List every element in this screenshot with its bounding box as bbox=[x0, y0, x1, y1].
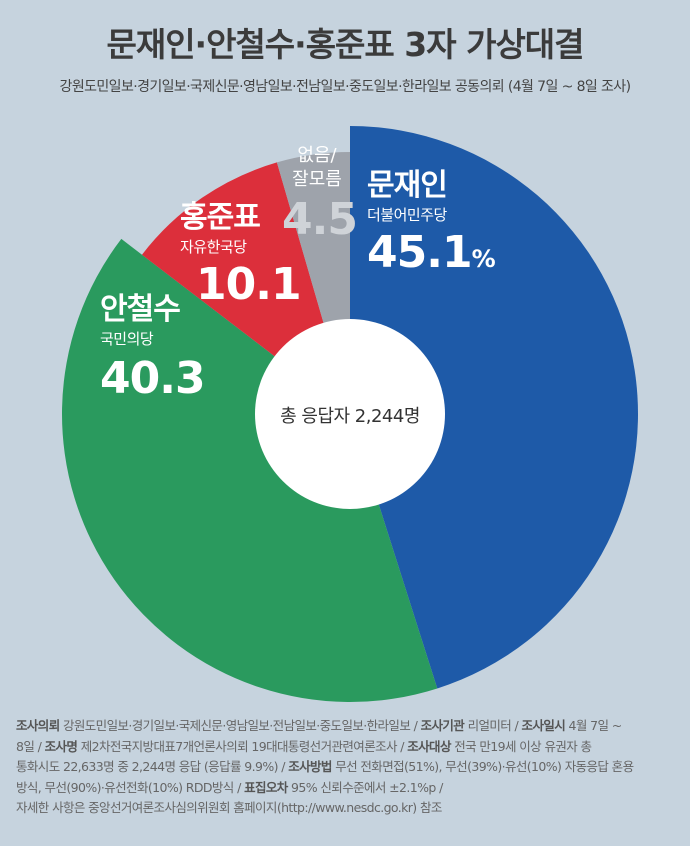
label-hong: 홍준표 자유한국당 10.1 bbox=[180, 192, 302, 310]
slice-value: 45.1 bbox=[367, 227, 473, 278]
footnote-text: 전국 만19세 이상 유권자 총 bbox=[450, 738, 592, 754]
footnote-key: 조사대상 bbox=[407, 738, 451, 754]
label-moon: 문재인 더불어민주당 45.1% bbox=[367, 160, 496, 278]
slice-party: 자유한국당 bbox=[180, 238, 247, 256]
total-respondents: 총 응답자 2,244명 bbox=[280, 406, 420, 427]
slice-moon bbox=[350, 126, 638, 689]
footnote-key: 조사명 bbox=[44, 738, 78, 754]
slice-label-2: 잘모름 bbox=[292, 169, 342, 190]
footnote-key: 조사방법 bbox=[288, 759, 332, 774]
footnote-key: 표집오차 bbox=[244, 779, 288, 795]
label-none: 없음/ 잘모름 4.5 bbox=[282, 144, 358, 245]
footnote-key: 조사기관 bbox=[420, 718, 465, 733]
footnote-key: 조사일시 bbox=[521, 718, 566, 733]
footnote-text: 8일 / bbox=[16, 738, 45, 754]
slice-value: 4.5 bbox=[282, 194, 358, 245]
page-subtitle: 강원도민일보·경기일보·국제신문·영남일보·전남일보·중도일보·한라일보 공동의… bbox=[59, 79, 632, 95]
label-ahn: 안철수 국민의당 40.3 bbox=[100, 284, 206, 404]
footnote-text: 방식, 무선(90%)·유선전화(10%) RDD방식 / bbox=[16, 779, 245, 795]
footnote-text: 4월 7일 ~ bbox=[565, 718, 623, 733]
footnote-text: 무선 전화면접(51%), 무선(39%)·유선(10%) 자동응답 혼용 bbox=[331, 759, 634, 774]
slice-label: 문재인 bbox=[367, 168, 448, 203]
slice-value: 10.1 bbox=[196, 259, 302, 310]
footnote-text: 95% 신뢰수준에서 ±2.1%p / bbox=[287, 779, 443, 795]
footnote-key: 조사의뢰 bbox=[16, 718, 60, 733]
slice-party: 국민의당 bbox=[100, 330, 154, 348]
slice-label: 안철수 bbox=[100, 292, 181, 327]
slice-party: 더불어민주당 bbox=[367, 206, 447, 224]
footnote-text: 강원도민일보·경기일보·국제신문·영남일보·전남일보·중도일보·한라일보 / bbox=[59, 718, 421, 733]
slice-label: 없음/ bbox=[297, 145, 337, 166]
slice-value: 40.3 bbox=[100, 353, 206, 404]
page-title: 문재인·안철수·홍준표 3자 가상대결 bbox=[106, 25, 584, 64]
slice-ahn bbox=[62, 238, 438, 702]
footnote-text: 통화시도 22,633명 중 2,244명 응답 (응답률 9.9%) / bbox=[16, 759, 289, 774]
survey-footnote: 조사의뢰 강원도민일보·경기일보·국제신문·영남일보·전남일보·중도일보·한라일… bbox=[16, 716, 680, 819]
footnote-text: 리얼미터 / bbox=[464, 718, 522, 733]
donut-hole bbox=[255, 319, 445, 509]
slice-unit: % bbox=[471, 245, 496, 273]
footnote-text: 제2차전국지방대표7개언론사의뢰 19대대통령선거관련여론조사 / bbox=[77, 738, 408, 754]
slice-label: 홍준표 bbox=[180, 200, 261, 235]
footnote-text: 자세한 사항은 중앙선거여론조사심의위원회 홈페이지(http://www.ne… bbox=[16, 800, 442, 815]
